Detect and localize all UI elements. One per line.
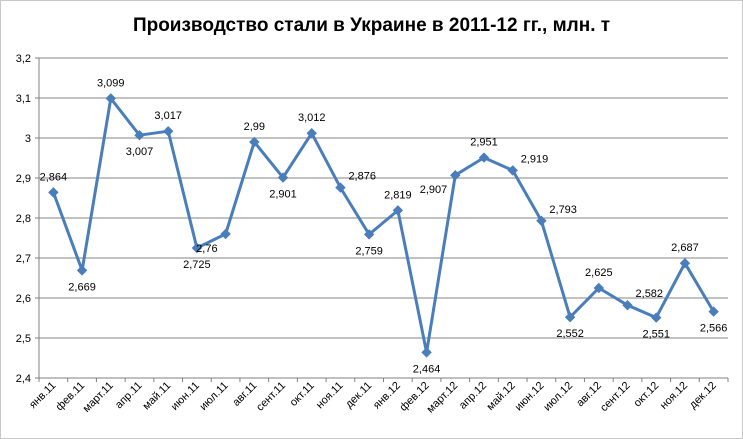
data-point (507, 165, 518, 176)
data-point (363, 229, 375, 240)
data-label: 2,819 (384, 189, 412, 201)
data-point (335, 182, 346, 193)
y-tick-label: 2,7 (16, 253, 31, 265)
data-point (450, 169, 461, 181)
data-point (421, 347, 432, 358)
data-point (679, 257, 691, 269)
x-tick-label: июл.11 (197, 380, 230, 413)
y-tick-label: 3,2 (16, 53, 31, 65)
data-point (48, 187, 59, 198)
data-point (249, 136, 260, 148)
data-label: 2,625 (585, 267, 613, 279)
data-label: 2,919 (521, 153, 549, 165)
data-label: 2,864 (40, 171, 68, 183)
x-tick-label: март.12 (425, 380, 461, 416)
y-tick-label: 2,8 (16, 213, 31, 225)
data-label: 3,007 (126, 146, 154, 158)
data-label: 2,725 (183, 259, 211, 271)
x-tick-label: ноя.12 (658, 380, 690, 412)
x-tick-label: ноя.11 (314, 380, 346, 412)
data-label: 2,99 (244, 121, 265, 133)
data-label: 2,876 (348, 171, 376, 183)
data-labels: 2,864 2,669 3,099 3,007 3,017 2,725 2,76 2,99 2,… (40, 77, 728, 375)
data-label: 2,687 (671, 242, 699, 254)
data-point (536, 215, 547, 227)
data-label: 2,582 (636, 288, 664, 300)
data-label: 2,669 (68, 281, 96, 293)
data-point (306, 127, 317, 139)
data-label: 2,793 (549, 204, 577, 216)
series-line (51, 96, 715, 354)
data-point (76, 265, 88, 276)
x-tick-label: май.12 (484, 380, 517, 413)
x-tick-label: дек.12 (687, 380, 719, 412)
data-point (708, 306, 719, 317)
data-point (593, 282, 605, 294)
data-point (220, 228, 231, 240)
x-tick-label: июн.12 (513, 380, 547, 414)
data-label: 2,901 (269, 189, 297, 201)
y-tick-label: 2,5 (16, 333, 31, 345)
y-tick-label: 3,1 (16, 93, 31, 105)
data-point (277, 172, 289, 183)
data-label: 2,552 (556, 328, 584, 340)
data-label: 2,551 (642, 329, 670, 341)
data-point (478, 152, 490, 163)
x-tick-label: окт.12 (632, 380, 662, 410)
x-tick-label: июн.11 (169, 380, 202, 413)
x-tick-label: май.11 (141, 380, 174, 413)
chart-title: Производство стали в Украине в 2011-12 г… (132, 15, 611, 36)
y-tick-label: 2,6 (16, 293, 31, 305)
data-label: 2,759 (355, 245, 383, 257)
y-tick-label: 3 (25, 133, 31, 145)
data-point (105, 93, 116, 104)
data-point (564, 311, 576, 323)
x-tick-label: апр.11 (113, 380, 145, 412)
y-tick-label: 2,9 (16, 173, 31, 185)
data-point (392, 205, 404, 216)
series (48, 93, 719, 358)
data-label: 3,012 (298, 112, 326, 124)
data-point (162, 125, 174, 137)
x-tick-label: март.11 (81, 380, 116, 415)
x-tick-label: окт.11 (288, 380, 317, 409)
x-tick-label: сент.11 (254, 380, 288, 414)
x-tick-label: дек.11 (343, 380, 374, 411)
data-point (651, 312, 662, 323)
data-point (622, 299, 633, 311)
data-label: 3,099 (97, 77, 125, 89)
y-tick-label: 2,4 (16, 373, 31, 385)
data-point (134, 129, 145, 141)
x-tick-label: июл.12 (541, 380, 575, 414)
x-axis-ticks: янв.11фев.11март.11апр.11май.11июн.11июл… (27, 380, 719, 416)
y-axis-ticks: 2,4 2,5 2,6 2,7 2,8 2,9 3 3,1 3,2 (16, 53, 31, 385)
data-label: 3,017 (154, 110, 182, 122)
data-label: 2,566 (700, 323, 728, 335)
x-tick-label: сент.12 (598, 380, 633, 415)
x-tick-label: апр.12 (457, 380, 489, 412)
data-point (191, 242, 203, 254)
data-label: 2,464 (413, 363, 441, 375)
gridlines (35, 57, 729, 382)
data-label: 2,951 (470, 137, 498, 149)
data-label: 2,907 (420, 184, 448, 196)
data-label: 2,76 (196, 243, 217, 255)
